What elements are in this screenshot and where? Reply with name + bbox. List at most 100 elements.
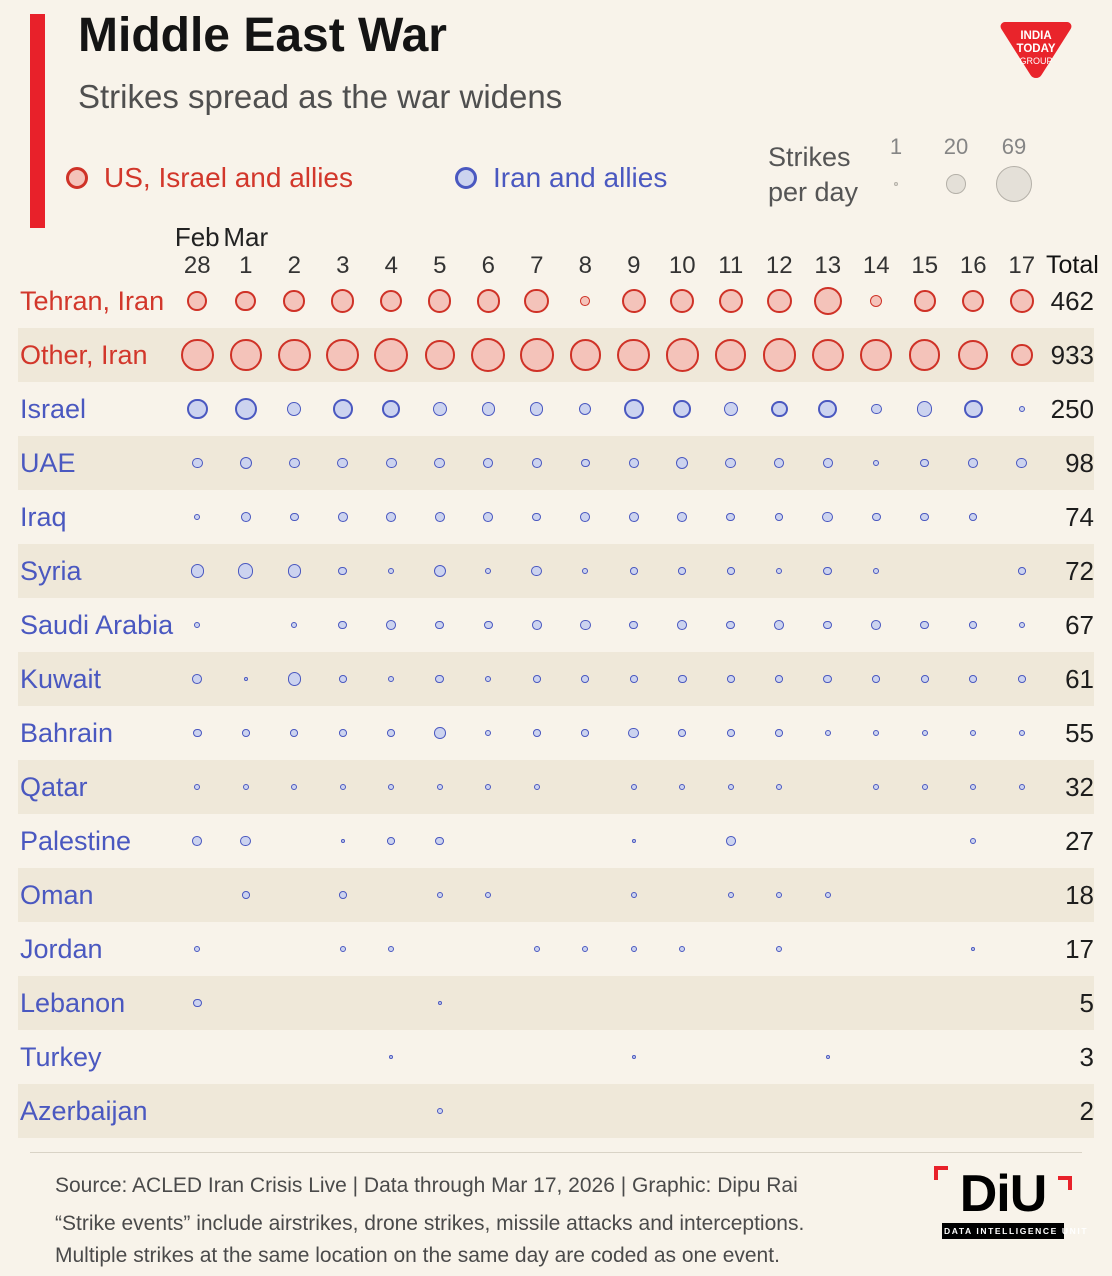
strike-bubble <box>581 729 590 737</box>
strike-bubble <box>435 674 445 684</box>
strike-bubble <box>771 400 788 418</box>
bubble-cell <box>755 400 804 418</box>
column-header-month <box>755 222 804 252</box>
strike-bubble <box>194 513 201 521</box>
strike-bubble <box>776 567 783 575</box>
strike-bubble <box>776 945 783 953</box>
strike-bubble <box>631 838 636 844</box>
strike-bubble <box>727 891 734 899</box>
column-header-day: 5 <box>416 222 465 280</box>
bubble-cell <box>222 835 271 847</box>
bubble-cell <box>513 945 562 953</box>
column-header-month <box>804 222 853 252</box>
strike-bubble <box>630 945 637 953</box>
strike-bubble <box>775 729 784 737</box>
strike-bubble <box>1018 405 1025 413</box>
column-header-month <box>852 222 901 252</box>
size-circle-medium <box>946 174 966 194</box>
column-header-day: 9 <box>610 222 659 280</box>
column-header-daynum: 3 <box>336 252 350 279</box>
strike-bubble <box>485 729 492 737</box>
bubble-cell <box>852 729 901 737</box>
bubble-cell <box>852 620 901 630</box>
bubble-cell <box>367 1054 416 1060</box>
strike-bubble <box>823 566 833 576</box>
strike-bubble <box>970 783 977 791</box>
strike-bubble <box>580 512 591 522</box>
strike-bubble <box>726 620 736 630</box>
legend-item-iran: Iran and allies <box>455 162 667 194</box>
bubble-cell <box>804 620 853 630</box>
strike-bubble <box>766 288 792 314</box>
column-header-day: 17 <box>998 222 1047 280</box>
strike-bubble <box>824 891 831 899</box>
column-header-day: 7 <box>513 222 562 280</box>
strike-bubble <box>387 837 396 845</box>
strike-bubble <box>871 620 882 630</box>
bubble-cell <box>658 512 707 522</box>
bubble-cell <box>755 620 804 630</box>
bubble-cell <box>755 567 804 575</box>
bubble-cell <box>464 891 513 899</box>
bubble-cell <box>804 399 853 419</box>
table-row: Bahrain 55 <box>18 706 1094 760</box>
row-label: Bahrain <box>20 717 114 748</box>
bubble-cell <box>367 512 416 522</box>
strike-bubble <box>436 783 443 791</box>
strike-bubble <box>242 783 249 791</box>
bubble-cell <box>319 891 368 899</box>
bubble-cell <box>610 288 659 314</box>
strike-bubble <box>723 402 738 416</box>
strike-bubble <box>434 457 446 469</box>
column-header-month <box>949 222 998 252</box>
strike-bubble <box>823 620 833 630</box>
column-header-day: 3 <box>319 222 368 280</box>
strike-bubble <box>277 338 311 372</box>
column-header-month <box>610 222 659 252</box>
india-today-group-logo: INDIA TODAY GROUP <box>1000 22 1072 79</box>
strike-bubble <box>326 338 360 372</box>
strike-bubble <box>192 998 202 1008</box>
strike-bubble <box>969 621 978 629</box>
size-circle-large <box>995 165 1033 203</box>
strike-bubble <box>963 399 983 419</box>
bubble-cell <box>610 945 659 953</box>
legend-item-us-israel: US, Israel and allies <box>66 162 353 194</box>
strike-bubble <box>483 458 494 468</box>
bubble-cell <box>998 289 1047 313</box>
strike-bubble <box>338 620 348 630</box>
strike-bubble <box>774 458 785 468</box>
bubble-cell <box>755 513 804 521</box>
column-header-daynum: 8 <box>578 252 592 279</box>
bubble-cell <box>852 567 901 575</box>
bubble-cell <box>561 339 610 371</box>
bubble-cell <box>852 459 901 467</box>
strike-bubble <box>187 291 208 311</box>
strike-bubble <box>870 403 882 415</box>
page-title: Middle East War <box>78 9 447 62</box>
strike-bubble <box>291 783 298 791</box>
strike-bubble <box>715 339 747 371</box>
table-row: Kuwait 61 <box>18 652 1094 706</box>
strike-bubble <box>380 289 403 313</box>
strike-bubble <box>432 402 447 416</box>
strike-bubble <box>485 567 492 575</box>
row-total: 250 <box>1050 393 1094 424</box>
column-header-daynum: 7 <box>530 252 544 279</box>
strike-bubble <box>1010 344 1033 366</box>
strike-bubble <box>873 459 880 467</box>
bubble-cell <box>270 338 319 372</box>
bubble-cell <box>173 291 222 311</box>
strike-bubble <box>860 339 893 371</box>
strike-bubble <box>234 397 257 421</box>
strike-bubble <box>676 456 689 470</box>
strike-bubble <box>1018 621 1025 629</box>
row-total: 32 <box>1065 771 1094 802</box>
bubble-cell <box>755 729 804 737</box>
strike-bubble <box>630 891 637 899</box>
bubble-cell <box>561 296 610 306</box>
bubble-cell <box>416 564 465 578</box>
bubble-cell <box>755 458 804 468</box>
strike-bubble <box>581 675 590 683</box>
bubble-cell <box>561 675 610 683</box>
